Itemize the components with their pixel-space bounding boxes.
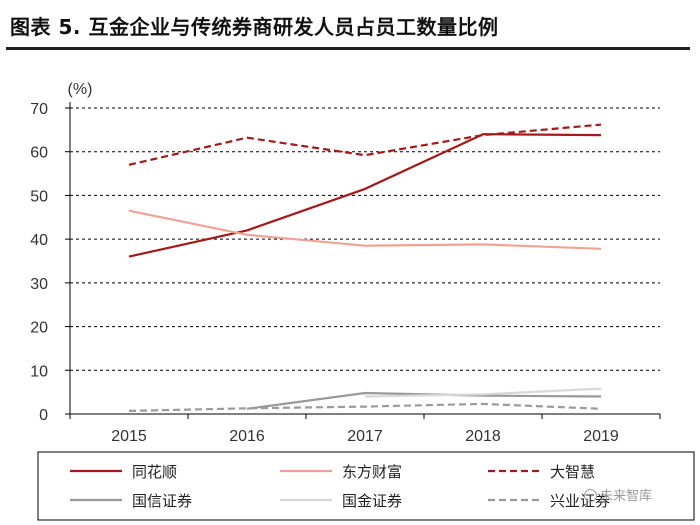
gridlines xyxy=(70,107,660,371)
y-tick-label: 60 xyxy=(30,145,48,162)
series-line-3 xyxy=(128,123,602,166)
legend-label-4: 国信证券 xyxy=(132,492,192,510)
legend-label-3: 大智慧 xyxy=(550,463,595,481)
x-tick-label: 2017 xyxy=(347,428,383,445)
y-tick-label: 0 xyxy=(39,407,48,424)
y-tick-label: 50 xyxy=(30,188,48,205)
x-tick-label: 2015 xyxy=(111,428,147,445)
axes: 0 10 20 30 40 50 60 70 (%) 2015 2016 2017 2018 2019 xyxy=(30,81,661,445)
legend-box xyxy=(37,451,695,521)
y-tick-label: 10 xyxy=(30,363,48,380)
x-tick-label: 2016 xyxy=(229,428,265,445)
title-underline xyxy=(6,47,690,50)
series-line-1 xyxy=(128,133,602,258)
x-tick-label: 2018 xyxy=(465,428,501,445)
chart-title: 图表 5. 互金企业与传统券商研发人员占员工数量比例 xyxy=(10,15,499,39)
legend-label-5: 国金证券 xyxy=(342,492,402,510)
y-tick-label: 70 xyxy=(30,101,48,118)
watermark: 未来智库 xyxy=(584,485,652,504)
y-unit-label: (%) xyxy=(68,81,93,98)
watermark-text: 未来智库 xyxy=(600,489,653,504)
series-lines xyxy=(128,123,602,412)
x-tick-label: 2019 xyxy=(583,428,619,445)
legend-label-1: 同花顺 xyxy=(132,463,177,481)
y-tick-label: 40 xyxy=(30,232,48,249)
y-tick-label: 30 xyxy=(30,276,48,293)
series-line-5 xyxy=(364,387,602,398)
series-line-2 xyxy=(128,209,602,250)
y-tick-label: 20 xyxy=(30,320,48,337)
wechat-icon xyxy=(584,489,597,502)
series-line-6 xyxy=(128,402,602,412)
legend-label-2: 东方财富 xyxy=(342,463,402,481)
